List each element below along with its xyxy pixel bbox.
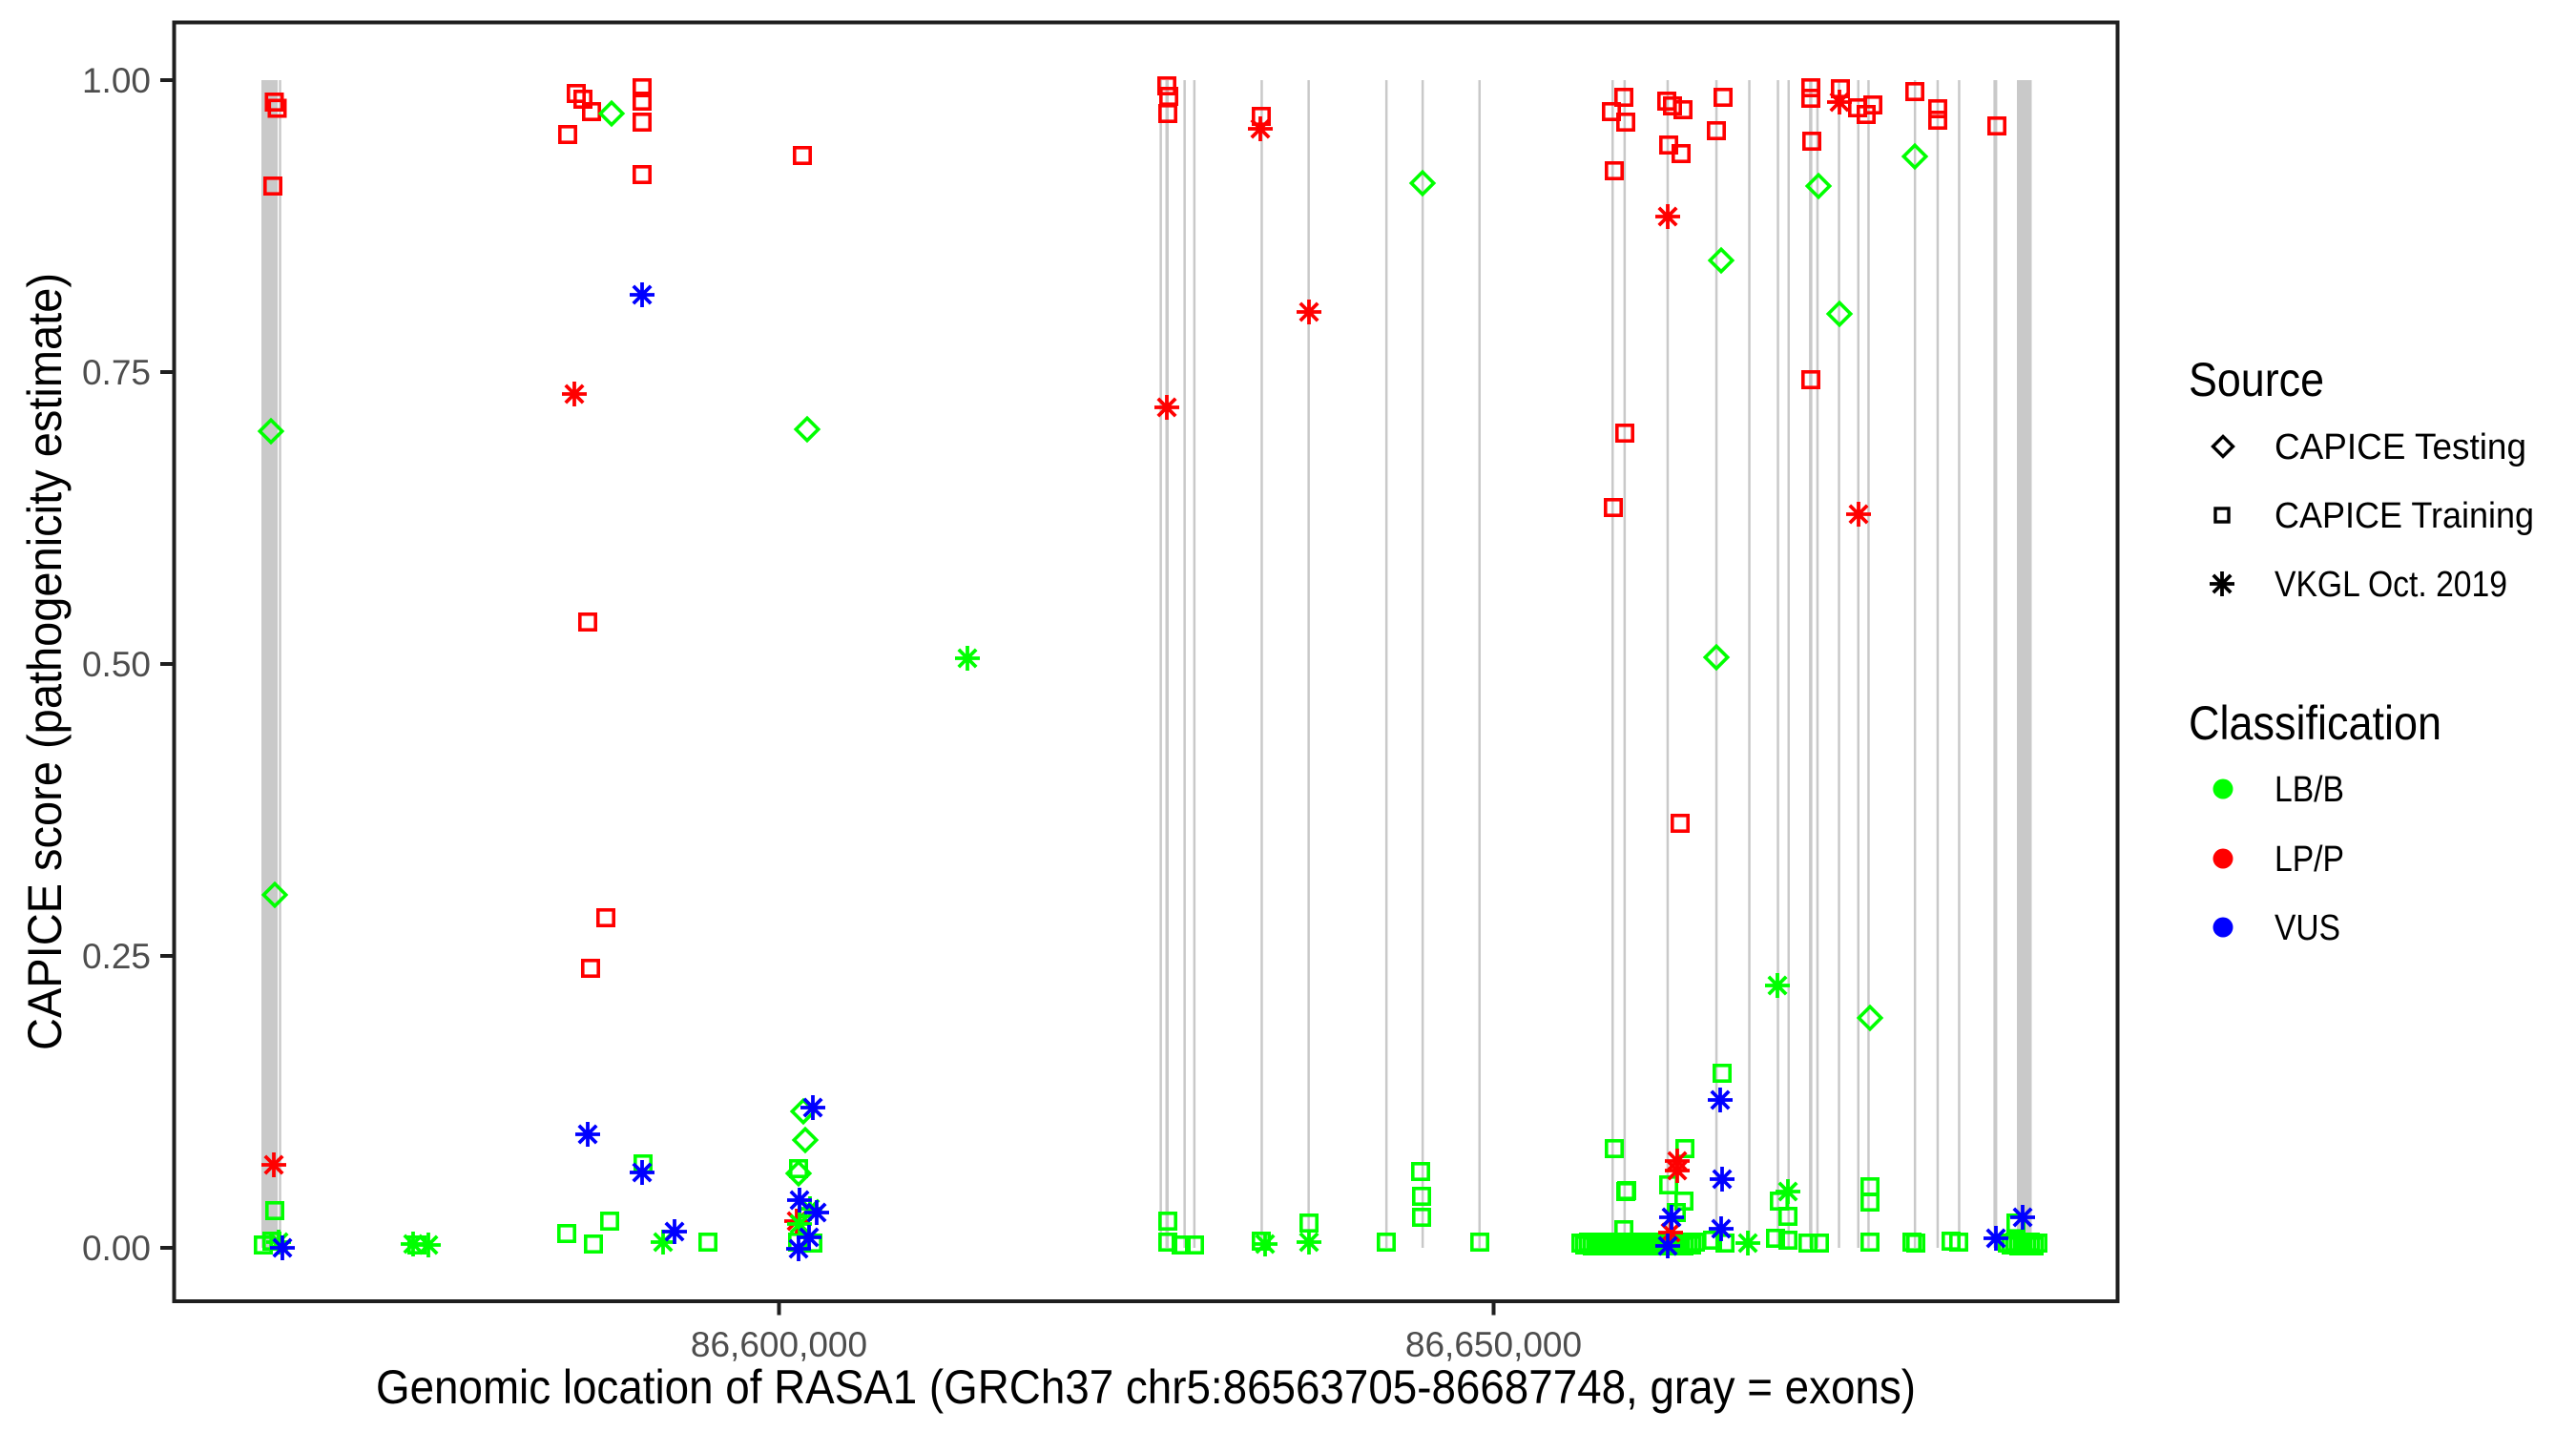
svg-text:LB/B: LB/B: [2275, 770, 2344, 810]
svg-text:LP/P: LP/P: [2275, 840, 2344, 880]
svg-text:86,600,000: 86,600,000: [691, 1325, 867, 1364]
svg-text:VUS: VUS: [2275, 908, 2340, 948]
svg-text:CAPICE score (pathogenicity es: CAPICE score (pathogenicity estimate): [18, 273, 72, 1050]
svg-text:CAPICE Testing: CAPICE Testing: [2275, 427, 2526, 467]
svg-text:1.00: 1.00: [82, 61, 151, 100]
svg-text:0.25: 0.25: [82, 937, 151, 976]
svg-text:VKGL Oct. 2019: VKGL Oct. 2019: [2275, 565, 2507, 605]
svg-text:Genomic location of RASA1 (GRC: Genomic location of RASA1 (GRCh37 chr5:8…: [376, 1360, 1916, 1414]
svg-text:0.75: 0.75: [82, 353, 151, 392]
svg-text:CAPICE Training: CAPICE Training: [2275, 496, 2534, 536]
svg-text:86,650,000: 86,650,000: [1405, 1325, 1582, 1364]
svg-text:Source: Source: [2189, 353, 2324, 406]
svg-text:0.50: 0.50: [82, 645, 151, 684]
svg-text:0.00: 0.00: [82, 1229, 151, 1268]
svg-text:Classification: Classification: [2189, 696, 2441, 750]
